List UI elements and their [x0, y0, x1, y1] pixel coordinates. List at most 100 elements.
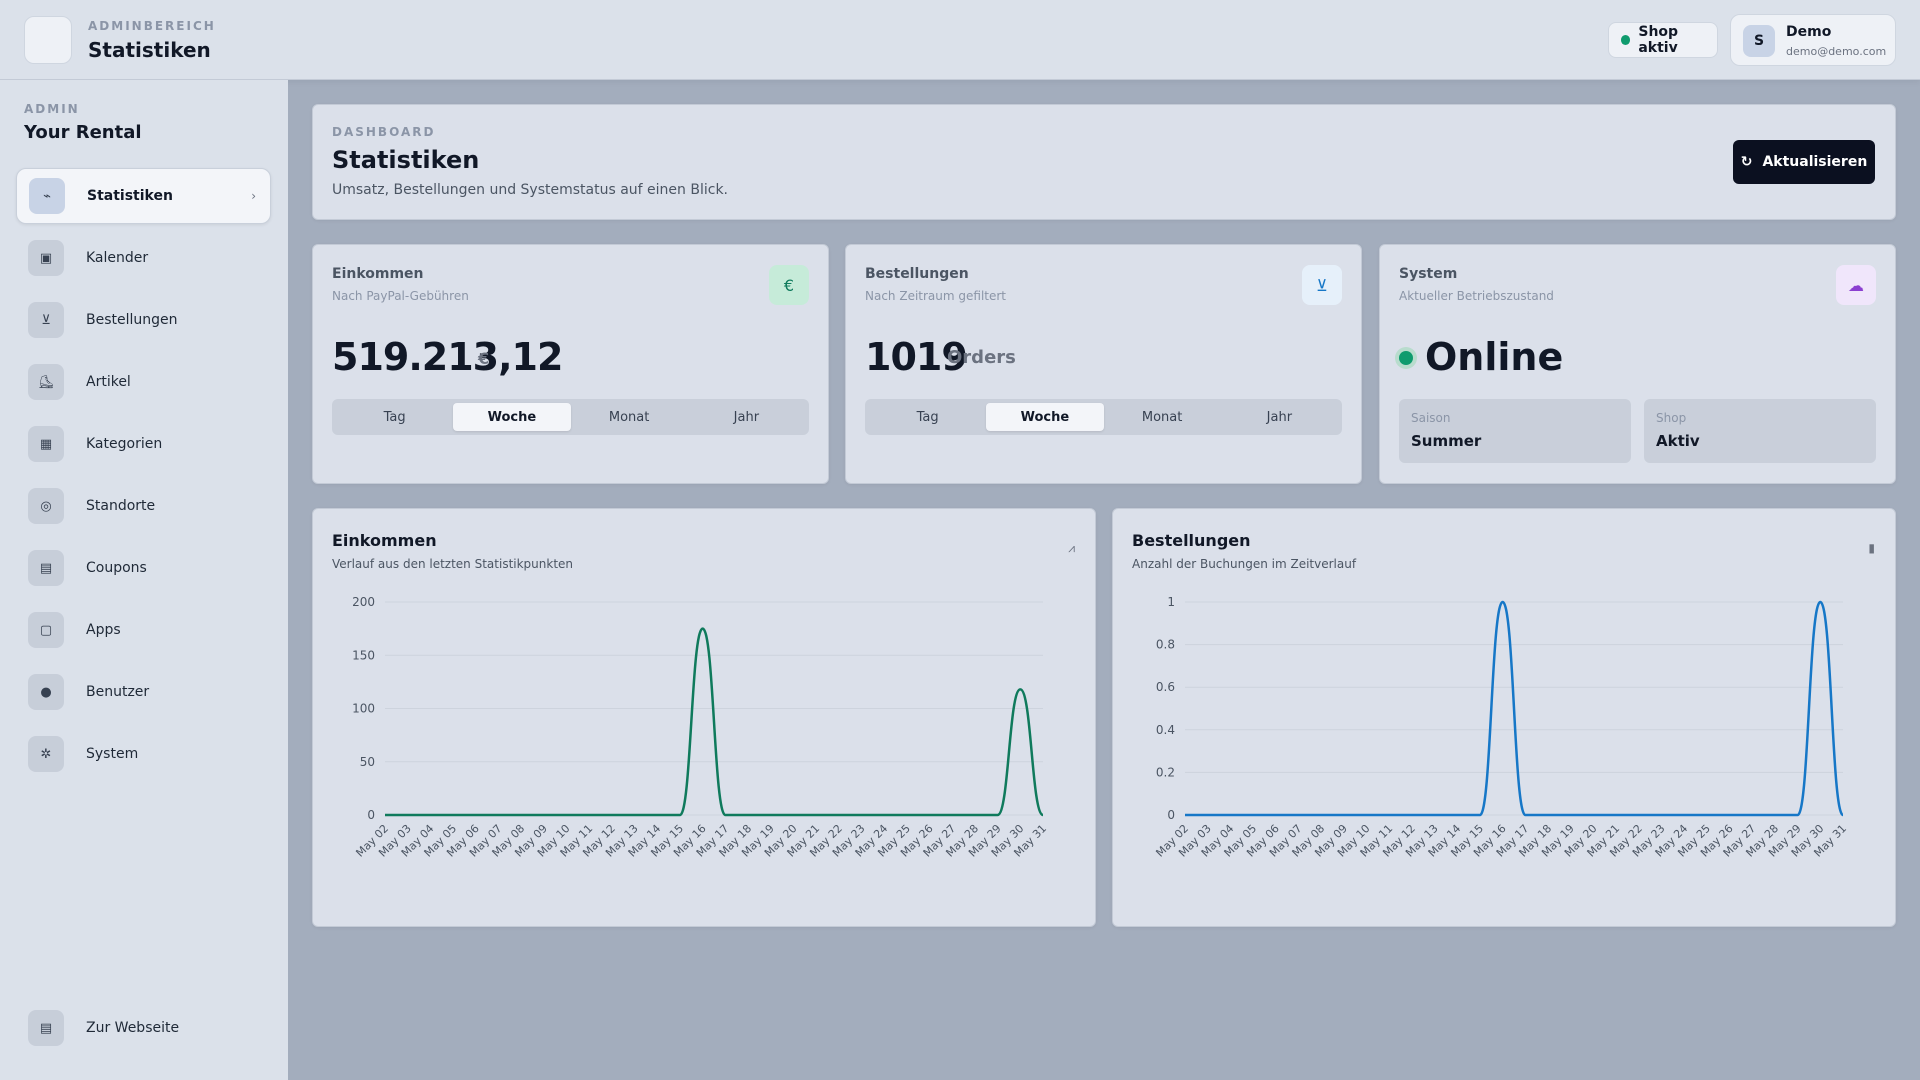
calendar-icon: ▣ [28, 240, 64, 276]
sidebar-item-system[interactable]: ✲ System [16, 726, 271, 782]
orders-chart-subtitle: Anzahl der Buchungen im Zeitverlauf [1132, 557, 1357, 571]
sidebar-item-label: Kalender [86, 250, 149, 266]
online-status-dot [1399, 351, 1413, 365]
dashboard-header: DASHBOARD Statistiken Umsatz, Bestellung… [312, 104, 1896, 220]
tab-monat[interactable]: Monat [1141, 409, 1183, 425]
sidebar-item-bestellungen[interactable]: ⊻ Bestellungen [16, 292, 271, 348]
trend-icon: ⌁ [29, 178, 65, 214]
basket-icon: ⊻ [1302, 265, 1342, 305]
income-title: Einkommen [332, 266, 424, 282]
sidebar-item-label: Kategorien [86, 436, 163, 452]
user-email: demo@demo.com [1786, 45, 1887, 58]
avatar: S [1743, 25, 1775, 57]
sidebar-item-coupons[interactable]: ▤ Coupons [16, 540, 271, 596]
orders-card: Bestellungen Nach Zeitraum gefiltert ⊻ 1… [845, 244, 1362, 484]
y-tick-label: 50 [360, 755, 375, 769]
system-card: System Aktueller Betriebszustand ☁ Onlin… [1379, 244, 1896, 484]
income-card: Einkommen Nach PayPal-Gebühren € 519.213… [312, 244, 829, 484]
shop-box: Shop Aktiv [1644, 399, 1876, 463]
basket-icon: ⊻ [28, 302, 64, 338]
top-kicker: ADMINBEREICH [88, 19, 216, 33]
sidebar-item-standorte[interactable]: ◎ Standorte [16, 478, 271, 534]
orders-value: 1019 [865, 335, 968, 379]
sidebar-item-label: Artikel [86, 374, 131, 390]
skate-icon: ⛸ [28, 364, 64, 400]
sidebar-item-zur-webseite[interactable]: ▤ Zur Webseite [16, 1000, 271, 1056]
tab-tag[interactable]: Tag [383, 409, 406, 425]
gear-icon: ✲ [28, 736, 64, 772]
tab-woche[interactable]: Woche [986, 403, 1104, 431]
bar-chart-icon: ▮ [1868, 541, 1875, 555]
status-dot-icon [1621, 35, 1631, 45]
system-status: Online [1425, 335, 1564, 379]
y-tick-label: 0 [367, 808, 375, 822]
app-logo[interactable] [24, 16, 72, 64]
sidebar-item-apps[interactable]: ▢ Apps [16, 602, 271, 658]
euro-icon: € [769, 265, 809, 305]
refresh-button[interactable]: ↻ Aktualisieren [1733, 140, 1875, 184]
grid-icon: ▦ [28, 426, 64, 462]
y-tick-label: 0.4 [1156, 723, 1175, 737]
store-icon: ▤ [28, 1010, 64, 1046]
dashboard-kicker: DASHBOARD [332, 125, 436, 139]
sidebar-item-label: Zur Webseite [86, 1020, 180, 1036]
shop-label: Shop [1656, 411, 1687, 425]
system-subtitle: Aktueller Betriebszustand [1399, 289, 1554, 303]
refresh-label: Aktualisieren [1762, 154, 1868, 170]
season-value: Summer [1411, 432, 1482, 450]
user-icon: ● [28, 674, 64, 710]
orders-title: Bestellungen [865, 266, 969, 282]
y-tick-label: 0.6 [1156, 680, 1175, 694]
sidebar-kicker: ADMIN [24, 102, 80, 116]
sidebar-item-label: Standorte [86, 498, 156, 514]
income-value: 519.213,12 [332, 335, 563, 379]
shop-value: Aktiv [1656, 432, 1700, 450]
tab-tag[interactable]: Tag [916, 409, 939, 425]
sidebar-item-label: Coupons [86, 560, 147, 576]
user-name: Demo [1786, 24, 1832, 40]
sidebar: ADMIN Your Rental ⌁ Statistiken › ▣ Kalender… [0, 80, 288, 1080]
income-period-tabs: Tag Woche Monat Jahr [332, 399, 809, 435]
sidebar-item-label: Apps [86, 622, 121, 638]
sidebar-item-label: Benutzer [86, 684, 150, 700]
cloud-icon: ☁ [1836, 265, 1876, 305]
sidebar-item-label: Bestellungen [86, 312, 178, 328]
orders-period-tabs: Tag Woche Monat Jahr [865, 399, 1342, 435]
y-tick-label: 0 [1167, 808, 1175, 822]
page-title: Statistiken [332, 146, 480, 174]
y-tick-label: 0.2 [1156, 765, 1175, 779]
tab-jahr[interactable]: Jahr [1266, 409, 1293, 425]
y-tick-label: 0.8 [1156, 638, 1175, 652]
season-box: Saison Summer [1399, 399, 1631, 463]
tab-monat[interactable]: Monat [608, 409, 650, 425]
sidebar-title: Your Rental [24, 122, 142, 143]
season-label: Saison [1411, 411, 1451, 425]
income-chart-subtitle: Verlauf aus den letzten Statistikpunkten [332, 557, 574, 571]
sidebar-item-kalender[interactable]: ▣ Kalender [16, 230, 271, 286]
area-chart-icon: ⩘ [1068, 541, 1075, 555]
sidebar-item-statistiken[interactable]: ⌁ Statistiken › [16, 168, 271, 224]
income-chart-title: Einkommen [332, 531, 437, 550]
y-tick-label: 1 [1167, 595, 1175, 609]
sidebar-item-label: System [86, 746, 139, 762]
sidebar-item-kategorien[interactable]: ▦ Kategorien [16, 416, 271, 472]
sidebar-item-artikel[interactable]: ⛸ Artikel [16, 354, 271, 410]
orders-chart-title: Bestellungen [1132, 531, 1251, 550]
tab-woche[interactable]: Woche [453, 403, 571, 431]
location-icon: ◎ [28, 488, 64, 524]
shop-status-badge[interactable]: Shop aktiv [1608, 22, 1718, 58]
app-icon: ▢ [28, 612, 64, 648]
ticket-icon: ▤ [28, 550, 64, 586]
sidebar-item-benutzer[interactable]: ● Benutzer [16, 664, 271, 720]
system-title: System [1399, 266, 1458, 282]
series-line [1185, 600, 1845, 817]
y-tick-label: 200 [352, 595, 375, 609]
income-unit: € [478, 349, 490, 368]
shop-status-label: Shop aktiv [1638, 24, 1679, 56]
income-subtitle: Nach PayPal-Gebühren [332, 289, 469, 303]
user-menu[interactable]: S Demo demo@demo.com [1730, 14, 1896, 66]
chevron-right-icon: › [251, 189, 256, 203]
tab-jahr[interactable]: Jahr [733, 409, 760, 425]
